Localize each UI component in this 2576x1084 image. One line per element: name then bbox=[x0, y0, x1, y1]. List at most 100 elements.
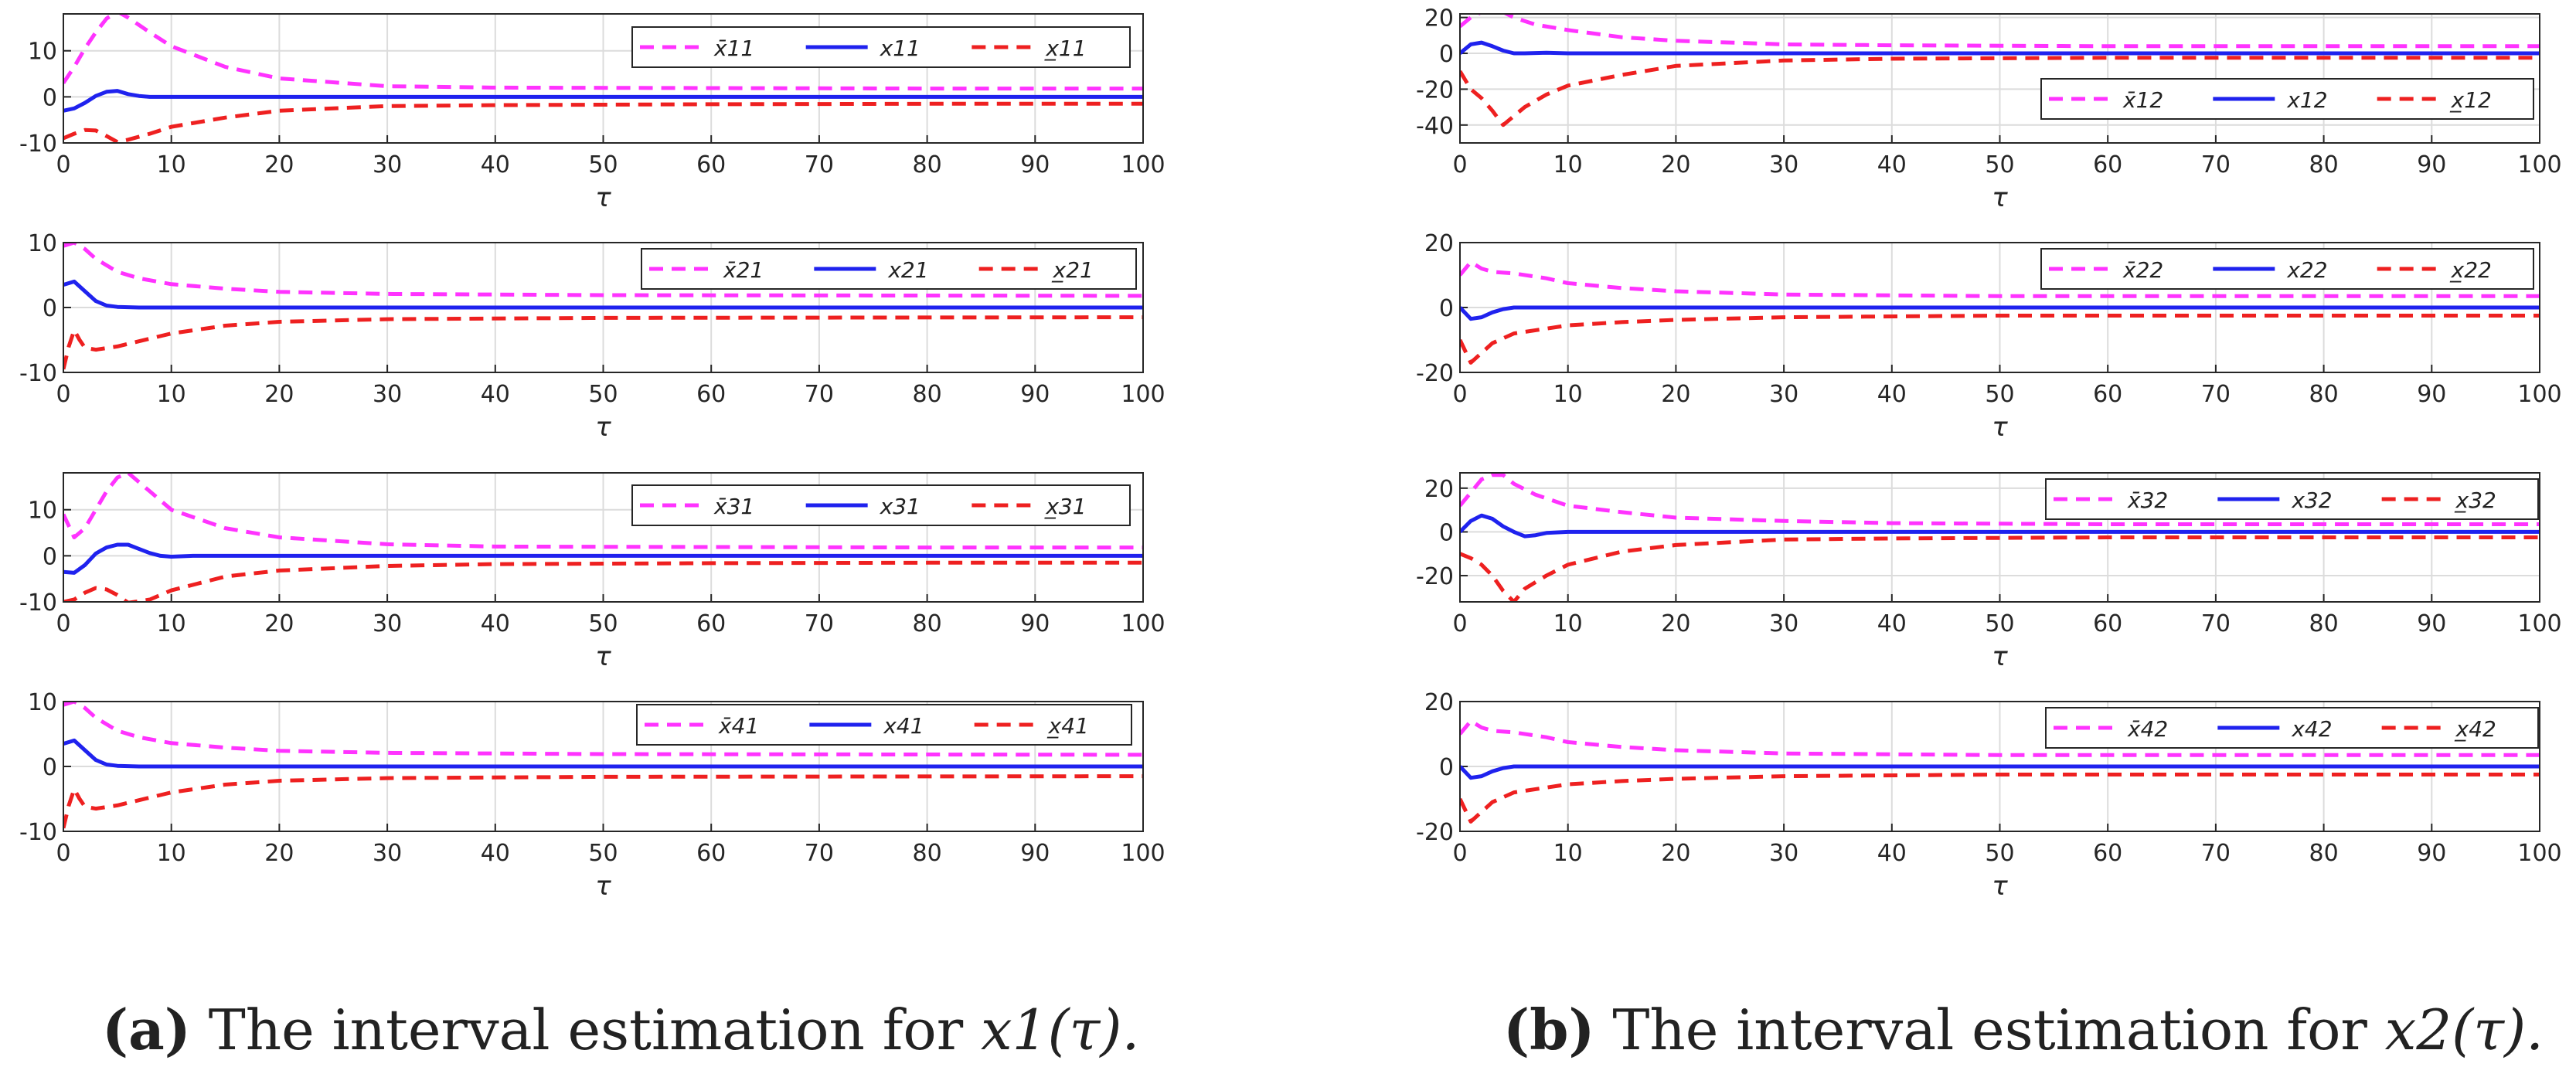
series-line-x̲11 bbox=[63, 101, 1143, 143]
legend-box bbox=[636, 704, 1132, 746]
x-axis-label: τ bbox=[1992, 871, 2008, 902]
series-line-x̄22 bbox=[1460, 260, 2540, 298]
legend-label: x̲32 bbox=[2455, 488, 2496, 513]
y-tick-label: -10 bbox=[19, 131, 57, 158]
legend-label: x42 bbox=[2291, 716, 2332, 742]
y-tick-label: 0 bbox=[43, 84, 57, 111]
y-tick-label: 0 bbox=[1439, 754, 1454, 781]
x-tick-label: 30 bbox=[1769, 381, 1798, 408]
legend-box bbox=[631, 26, 1131, 68]
x-tick-label: 80 bbox=[2309, 610, 2339, 637]
x-tick-label: 90 bbox=[1020, 381, 1050, 408]
y-tick-label: 20 bbox=[1424, 5, 1454, 32]
y-tick-label: -20 bbox=[1416, 819, 1454, 846]
x-tick-label: 0 bbox=[56, 840, 70, 867]
x-tick-label: 50 bbox=[588, 381, 618, 408]
x-tick-label: 40 bbox=[1877, 840, 1907, 867]
x-tick-label: 10 bbox=[1553, 151, 1583, 178]
axes-frame bbox=[1459, 472, 2540, 603]
x-tick-label: 60 bbox=[696, 840, 726, 867]
x-tick-label: 20 bbox=[264, 610, 294, 637]
x-tick-label: 0 bbox=[56, 151, 70, 178]
series-line-x̲31 bbox=[63, 560, 1143, 602]
caption-a-text: The interval estimation for bbox=[208, 997, 964, 1062]
caption-a: (a) The interval estimation for x1(τ). bbox=[102, 997, 1139, 1062]
x-tick-label: 60 bbox=[2093, 381, 2122, 408]
legend: x̄22 x22 x̲22 bbox=[2040, 248, 2534, 290]
x-tick-label: 40 bbox=[1877, 610, 1907, 637]
x-tick-label: 20 bbox=[1661, 151, 1690, 178]
x-tick-label: 50 bbox=[1985, 381, 2014, 408]
axes-frame bbox=[63, 472, 1144, 603]
y-tick-label: -10 bbox=[19, 819, 57, 846]
x-tick-label: 20 bbox=[1661, 610, 1690, 637]
x-axis-label: τ bbox=[595, 641, 611, 672]
legend-box bbox=[2045, 707, 2539, 749]
legend-label: x̄11 bbox=[713, 36, 754, 61]
series-line-x11 bbox=[63, 89, 1143, 113]
y-tick-label: 20 bbox=[1424, 689, 1454, 716]
x-tick-label: 10 bbox=[1553, 840, 1583, 867]
x-tick-label: 20 bbox=[1661, 381, 1690, 408]
x-tick-label: 60 bbox=[2093, 151, 2122, 178]
y-tick-label: -20 bbox=[1416, 563, 1454, 590]
x-tick-label: 80 bbox=[2309, 840, 2339, 867]
x-tick-label: 70 bbox=[2201, 610, 2231, 637]
x-tick-label: 90 bbox=[2417, 840, 2446, 867]
x-tick-label: 30 bbox=[1769, 610, 1798, 637]
series-line-x̄11 bbox=[63, 14, 1143, 91]
x-tick-label: 40 bbox=[1877, 151, 1907, 178]
y-tick-label: -10 bbox=[19, 590, 57, 617]
legend-label: x̄22 bbox=[2122, 257, 2163, 283]
y-tick-label: -10 bbox=[19, 360, 57, 387]
y-tick-label: 10 bbox=[28, 230, 57, 257]
legend: x̄11 x11 x̲11 bbox=[631, 26, 1131, 68]
caption-a-math: x1(τ). bbox=[981, 997, 1140, 1062]
series-line-x̲21 bbox=[63, 315, 1143, 370]
series-line-x32 bbox=[1460, 513, 2540, 539]
x-tick-label: 20 bbox=[264, 151, 294, 178]
x-axis-label: τ bbox=[1992, 641, 2008, 672]
caption-b-label: (b) bbox=[1503, 997, 1595, 1062]
series-line-x̄31 bbox=[63, 473, 1143, 550]
x-tick-label: 10 bbox=[157, 381, 186, 408]
x-tick-label: 90 bbox=[1020, 610, 1050, 637]
legend-label: x32 bbox=[2291, 488, 2332, 513]
x-tick-label: 70 bbox=[2201, 840, 2231, 867]
series-line-x12 bbox=[1460, 40, 2540, 56]
x-tick-label: 100 bbox=[2517, 840, 2561, 867]
legend-label: x11 bbox=[880, 36, 920, 61]
legend-label: x31 bbox=[880, 494, 920, 519]
series-line-x21 bbox=[63, 279, 1143, 310]
series-line-x̄41 bbox=[63, 702, 1143, 757]
x-tick-label: 80 bbox=[913, 840, 942, 867]
legend-label: x̄41 bbox=[718, 713, 759, 739]
series-line-x42 bbox=[1460, 764, 2540, 780]
x-tick-label: 10 bbox=[157, 840, 186, 867]
legend-label: x̄42 bbox=[2127, 716, 2168, 742]
x-tick-label: 80 bbox=[913, 610, 942, 637]
x-tick-label: 40 bbox=[1877, 381, 1907, 408]
x-tick-label: 100 bbox=[1121, 151, 1165, 178]
x-tick-label: 50 bbox=[1985, 610, 2014, 637]
x-tick-label: 0 bbox=[56, 610, 70, 637]
x-axis-label: τ bbox=[595, 182, 611, 213]
legend-box bbox=[2040, 248, 2534, 290]
legend: x̄31 x31 x̲31 bbox=[631, 484, 1131, 526]
x-tick-label: 40 bbox=[481, 610, 510, 637]
x-axis-label: τ bbox=[1992, 182, 2008, 213]
x-axis-label: τ bbox=[595, 871, 611, 902]
y-tick-label: 0 bbox=[1439, 295, 1454, 322]
x-tick-label: 100 bbox=[2517, 151, 2561, 178]
x-tick-label: 30 bbox=[373, 381, 402, 408]
y-tick-label: -40 bbox=[1416, 113, 1454, 140]
caption-b-text: The interval estimation for bbox=[1612, 997, 2367, 1062]
y-tick-label: 0 bbox=[43, 754, 57, 781]
x-tick-label: 100 bbox=[1121, 840, 1165, 867]
series-line-x̄21 bbox=[63, 243, 1143, 298]
